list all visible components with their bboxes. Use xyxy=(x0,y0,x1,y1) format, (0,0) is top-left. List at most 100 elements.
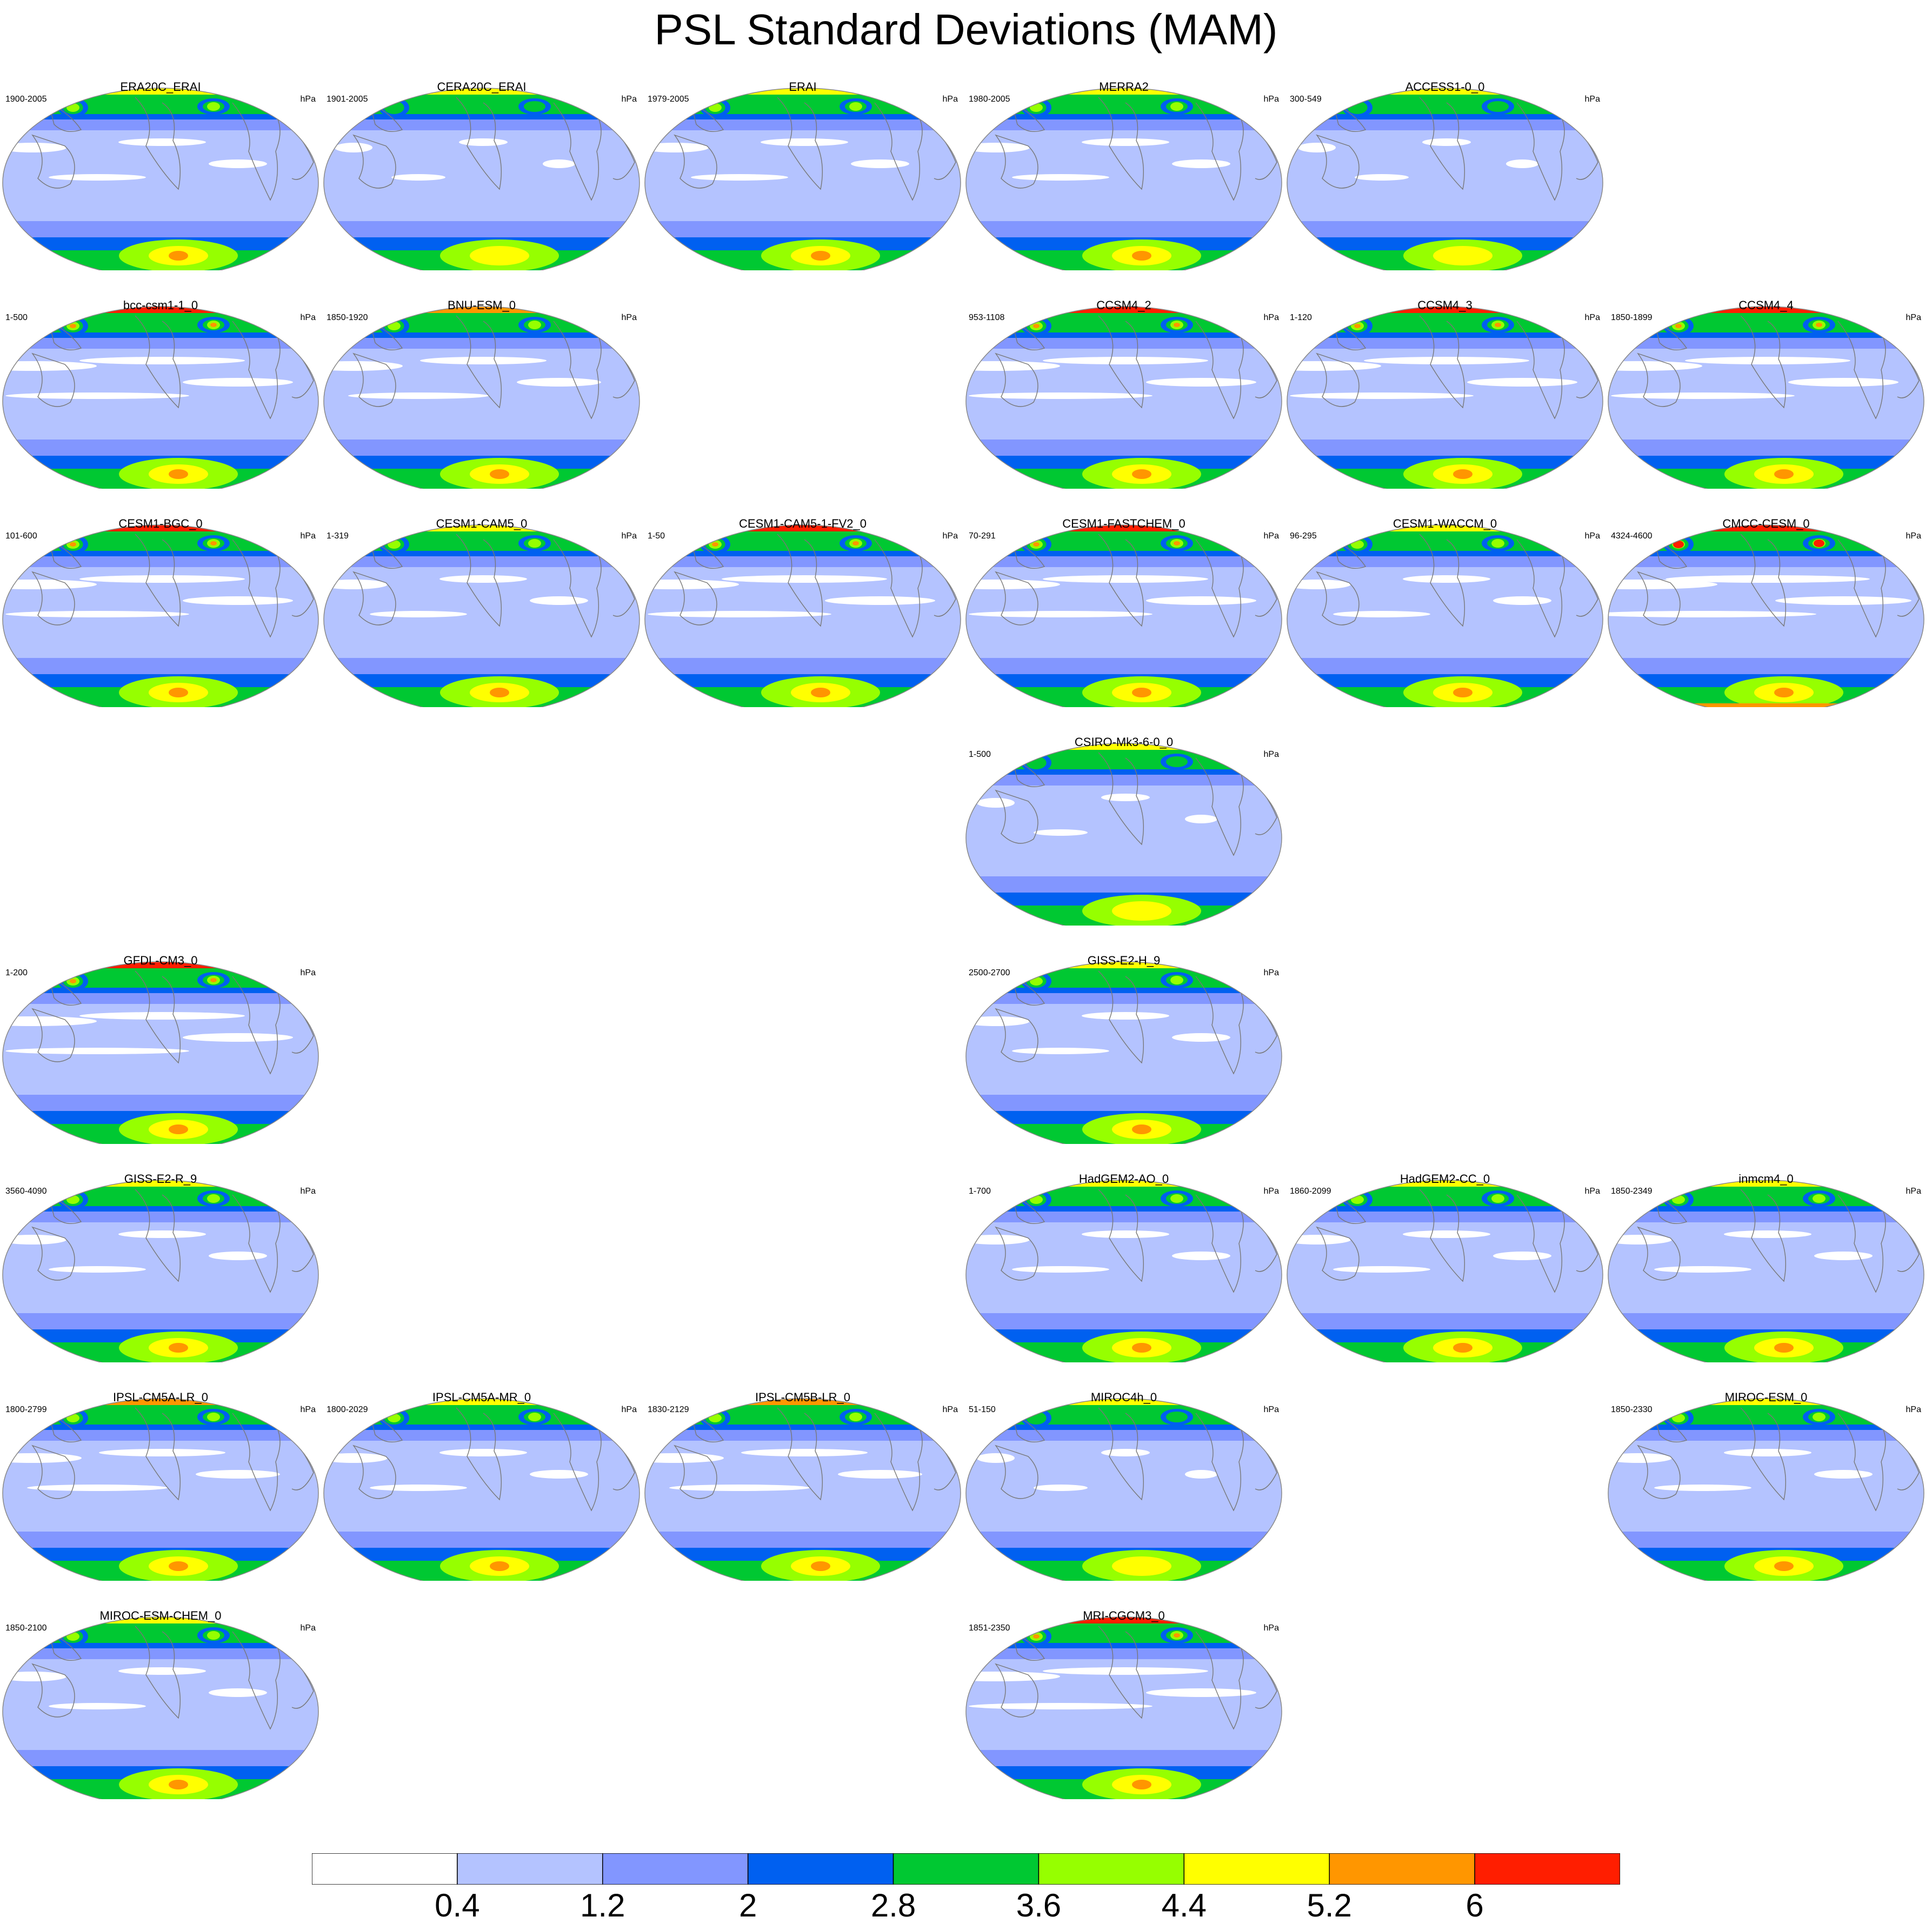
panel-unit: hPa xyxy=(1263,95,1279,104)
panel-year-range: 1850-2100 xyxy=(5,1623,47,1633)
contour-band xyxy=(966,967,1282,988)
panel-title: MIROC-ESM-CHEM_0 xyxy=(99,1609,222,1622)
panel-unit: hPa xyxy=(942,1405,958,1414)
panel-map xyxy=(644,1398,961,1581)
panel-title: GISS-E2-H_9 xyxy=(1087,954,1161,967)
contour-band xyxy=(645,556,961,567)
low-variability-region xyxy=(1082,1012,1169,1020)
low-variability-region xyxy=(825,596,935,605)
panel-year-range: 953-1108 xyxy=(969,313,1005,322)
contour-band xyxy=(1608,1430,1924,1441)
low-variability-region xyxy=(118,1667,206,1675)
panel-unit: hPa xyxy=(942,95,958,104)
contour-band xyxy=(1287,312,1603,332)
contour-band xyxy=(324,119,639,130)
panel-title: bcc-csm1-1_0 xyxy=(123,298,198,312)
map-border xyxy=(644,88,961,270)
panel-title: inmcm4_0 xyxy=(1738,1172,1794,1186)
colorbar-tick-label: 5.2 xyxy=(1307,1887,1352,1924)
low-variability-region xyxy=(391,174,445,181)
panel-title: HadGEM2-CC_0 xyxy=(1400,1172,1490,1186)
contour-band xyxy=(3,1622,318,1643)
contour-band xyxy=(3,1750,318,1766)
contour-band xyxy=(966,94,1282,114)
colorbar-swatch xyxy=(602,1853,749,1885)
low-variability-region xyxy=(370,611,467,617)
contour-band xyxy=(645,658,961,674)
map-panel: CESM1-WACCM_0 96-295 hPa xyxy=(1284,491,1605,707)
low-variability-region xyxy=(3,580,97,589)
contour-band xyxy=(1608,658,1924,674)
panel-year-range: 2500-2700 xyxy=(969,968,1010,977)
map-border xyxy=(2,524,319,707)
panel-title: IPSL-CM5A-MR_0 xyxy=(432,1390,531,1404)
panel-year-range: 1901-2005 xyxy=(327,95,368,104)
contour-band xyxy=(324,1404,639,1425)
low-variability-region xyxy=(1034,829,1088,836)
panel-year-range: 1850-1899 xyxy=(1611,313,1653,322)
colorbar-swatch xyxy=(747,1853,894,1885)
map-panel: GISS-E2-R_9 3560-4090 hPa xyxy=(0,1146,321,1362)
coastlines xyxy=(352,97,635,201)
map-panel: CESM1-BGC_0 101-600 hPa xyxy=(0,491,321,707)
map-border xyxy=(323,524,640,707)
colorbar-swatch xyxy=(892,1853,1040,1885)
map-border xyxy=(1287,1180,1603,1362)
contour-band xyxy=(645,530,961,551)
low-variability-region xyxy=(966,1235,1030,1244)
colorbar-tick-label: 0.4 xyxy=(435,1887,480,1924)
panel-title: MIROC4h_0 xyxy=(1090,1390,1157,1404)
panel-map xyxy=(1608,1180,1924,1362)
map-panel: GFDL-CM3_0 1-200 hPa xyxy=(0,928,321,1144)
colorbar-tick-label: 2.8 xyxy=(870,1887,916,1924)
contour-band xyxy=(3,993,318,1004)
panel-year-range: 51-150 xyxy=(969,1405,996,1414)
map-panel: CESM1-FASTCHEM_0 70-291 hPa xyxy=(963,491,1284,707)
low-variability-region xyxy=(1814,1470,1873,1479)
contour-band xyxy=(324,312,639,332)
panel-unit: hPa xyxy=(1584,313,1600,322)
map-border xyxy=(323,306,640,489)
map-border xyxy=(644,524,961,707)
low-variability-region xyxy=(1333,1266,1430,1273)
low-variability-region xyxy=(1364,357,1529,364)
contour-band xyxy=(645,119,961,130)
contour-band xyxy=(966,658,1282,674)
map-border xyxy=(323,1398,640,1581)
low-variability-region xyxy=(118,138,206,146)
colorbar-tick-label: 2 xyxy=(738,1887,757,1924)
panel-unit: hPa xyxy=(621,531,637,541)
panel-unit: hPa xyxy=(1906,1187,1921,1196)
panel-map xyxy=(1287,88,1603,270)
panel-year-range: 1-50 xyxy=(648,531,665,541)
panel-year-range: 1-120 xyxy=(1290,313,1312,322)
panel-unit: hPa xyxy=(621,95,637,104)
contour-band xyxy=(3,312,318,332)
panel-map xyxy=(2,88,319,270)
contour-band xyxy=(3,1404,318,1425)
coastlines xyxy=(352,1407,635,1512)
low-variability-region xyxy=(99,1449,225,1456)
panel-map xyxy=(1287,306,1603,489)
panel-map xyxy=(2,1180,319,1362)
low-variability-region xyxy=(1172,159,1230,168)
contour-band xyxy=(966,338,1282,349)
panel-unit: hPa xyxy=(1906,1405,1921,1414)
panel-map xyxy=(965,1180,1282,1362)
low-variability-region xyxy=(370,1485,467,1491)
low-variability-region xyxy=(1043,1667,1208,1675)
panel-unit: hPa xyxy=(1263,1405,1279,1414)
panel-title: MRI-CGCM3_0 xyxy=(1083,1609,1165,1622)
low-variability-region xyxy=(1814,1252,1873,1260)
map-panel: CCSM4_4 1850-1899 hPa xyxy=(1605,272,1927,489)
contour-band xyxy=(324,1430,639,1441)
low-variability-region xyxy=(969,611,1152,617)
low-variability-region xyxy=(79,575,245,583)
contour-band xyxy=(324,94,639,114)
panel-unit: hPa xyxy=(1263,750,1279,759)
low-variability-region xyxy=(1082,138,1169,146)
colorbar-swatch xyxy=(457,1853,603,1885)
panel-unit: hPa xyxy=(621,1405,637,1414)
panel-year-range: 1979-2005 xyxy=(648,95,689,104)
low-variability-region xyxy=(209,1252,267,1260)
